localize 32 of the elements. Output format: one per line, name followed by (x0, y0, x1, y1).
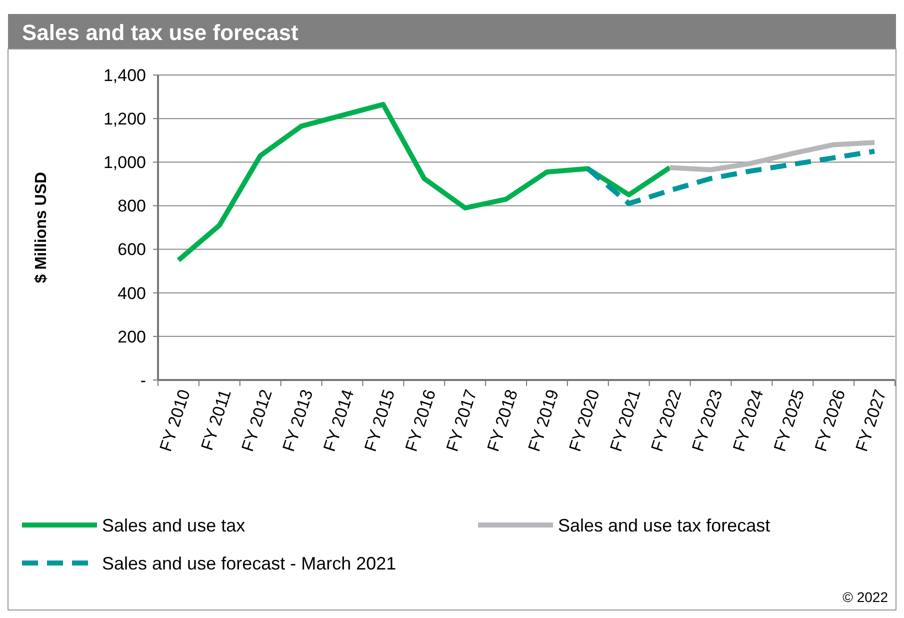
y-tick-label: 400 (118, 284, 146, 303)
y-tick-label: 1,000 (103, 153, 146, 172)
x-tick-label: FY 2022 (647, 387, 686, 454)
y-tick-label: 200 (118, 327, 146, 346)
y-tick-label: 1,400 (103, 66, 146, 85)
x-tick-label: FY 2027 (852, 387, 890, 454)
legend-label: Sales and use tax forecast (558, 515, 770, 536)
x-tick-label: FY 2023 (688, 387, 726, 454)
y-axis-title: $ Millions USD (33, 172, 50, 284)
x-tick-label: FY 2024 (729, 387, 768, 454)
x-tick-label: FY 2011 (197, 387, 235, 453)
legend-label: Sales and use tax (102, 515, 246, 536)
y-tick-label: 600 (118, 240, 146, 260)
text: © 2022 (842, 589, 888, 605)
x-tick-label: FY 2015 (360, 387, 399, 454)
legend-label: Sales and use forecast - March 2021 (102, 553, 396, 574)
x-tick-label: FY 2012 (238, 387, 276, 454)
x-tick-label: FY 2016 (402, 387, 440, 454)
x-tick-label: FY 2010 (156, 387, 194, 454)
x-tick-label: FY 2020 (566, 387, 604, 454)
x-tick-label: FY 2017 (442, 387, 481, 454)
x-tick-label: FY 2026 (811, 387, 850, 454)
x-tick-label: FY 2019 (524, 387, 562, 454)
x-tick-label: FY 2018 (484, 387, 522, 454)
y-tick-label: - (140, 370, 146, 390)
x-tick-label: FY 2025 (770, 387, 808, 454)
x-tick-label: FY 2014 (320, 387, 358, 454)
y-tick-label: 800 (118, 196, 146, 216)
x-tick-label: FY 2013 (278, 387, 317, 454)
x-tick-label: FY 2021 (606, 387, 644, 454)
y-tick-label: 1,200 (103, 110, 146, 129)
chart-title: Sales and tax use forecast (22, 20, 300, 45)
